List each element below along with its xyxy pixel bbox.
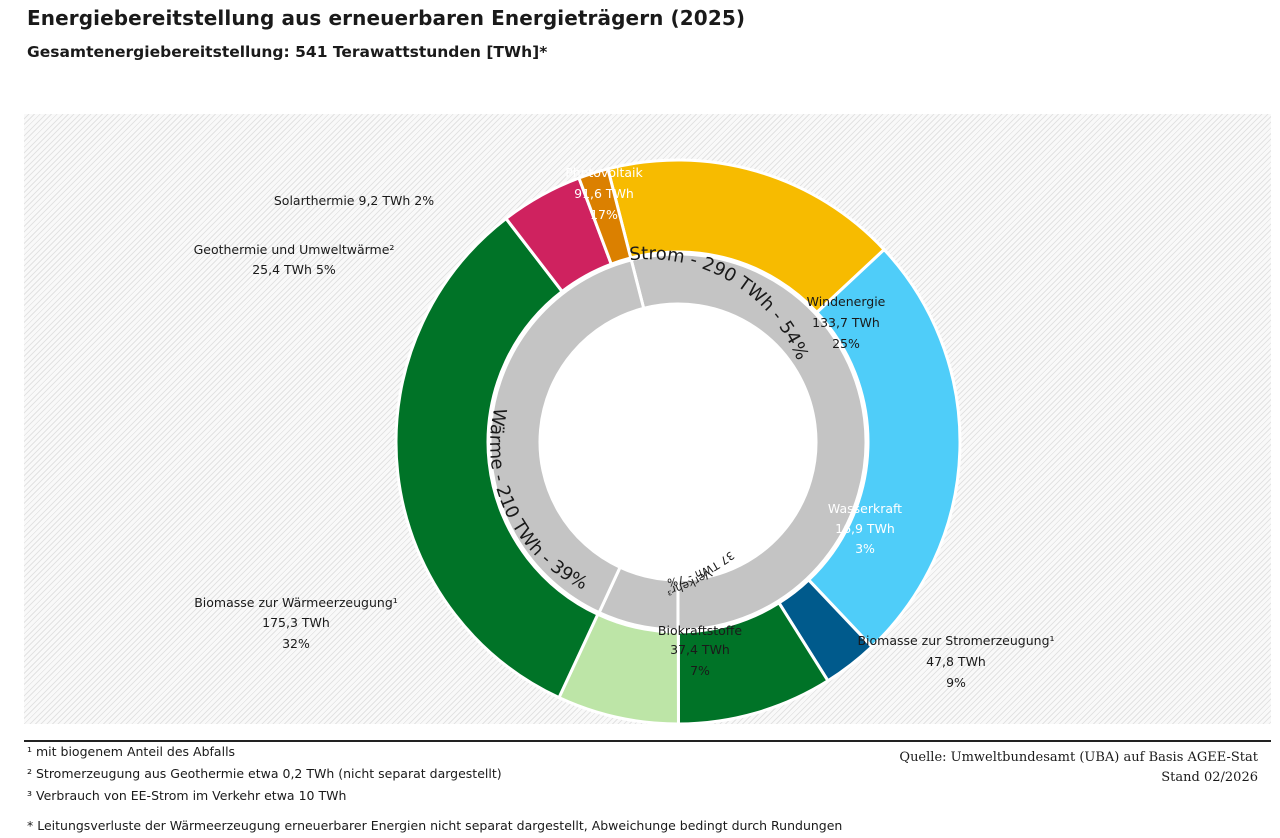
label-biowaerme-name: Biomasse zur Wärmeerzeugung¹ [194,595,398,610]
label-solarthermie: Solarthermie 9,2 TWh 2% [274,193,434,208]
label-wind-value: 133,7 TWh [812,315,880,330]
label-wasser-percent: 3% [855,541,875,556]
source-date: Stand 02/2026 [1161,770,1258,785]
label-photovoltaik-name: Photovoltaik [565,165,643,180]
donut-center [541,305,815,579]
slice-solarthermie [577,167,633,266]
footnote-3: ³ Verbrauch von EE-Strom im Verkehr etwa… [27,788,347,803]
label-geothermie-percent: 5% [316,262,336,277]
footnote-2: ² Stromerzeugung aus Geothermie etwa 0,2… [27,766,502,781]
chart-subtitle: Gesamtenergiebereitstellung: 541 Terawat… [27,43,548,61]
footnote-1: ¹ mit biogenem Anteil des Abfalls [27,744,236,759]
label-biostrom-value: 47,8 TWh [926,654,986,669]
label-biostrom-percent: 9% [946,675,966,690]
label-solarthermie-percent: 2% [414,193,434,208]
label-biokraft-value: 37,4 TWh [670,642,730,657]
label-photovoltaik-percent: 17% [590,207,618,222]
label-biokraft-percent: 7% [690,663,710,678]
label-solarthermie-name: Solarthermie [274,193,355,208]
slice-windenergie [807,248,962,649]
chart-area: Photovoltaik 91,6 TWh 17% Windenergie 13… [24,114,1271,724]
label-biowaerme-value: 175,3 TWh [262,615,330,630]
source-line: Quelle: Umweltbundesamt (UBA) auf Basis … [899,750,1258,765]
label-biokraft-name: Biokraftstoffe [658,623,742,638]
slice-biomasse-zur-stromerzeugung [676,601,830,724]
label-solarthermie-value: 9,2 TWh [359,193,411,208]
footer-divider [24,740,1271,742]
donut-chart: Photovoltaik 91,6 TWh 17% Windenergie 13… [194,158,1055,724]
inner-ring [488,252,868,632]
outer-ring [394,158,962,724]
label-wasser-value: 16,9 TWh [835,521,895,536]
label-biostrom-name: Biomasse zur Stromerzeugung¹ [857,633,1054,648]
footnote-4: * Leitungsverluste der Wärmeerzeugung er… [27,818,843,833]
source-note: Quelle: Umweltbundesamt (UBA) auf Basis … [899,748,1258,788]
slice-biomasse-zur-w-rmeerzeugung [394,217,600,700]
inner-slice-w-rme [488,258,646,615]
label-wind-percent: 25% [832,336,860,351]
label-geothermie-value: 25,4 TWh [252,262,312,277]
label-geothermie-values: 25,4 TWh 5% [252,262,336,277]
inner-slice-strom [629,252,868,632]
label-geothermie-name: Geothermie und Umweltwärme² [194,242,395,257]
chart-title: Energiebereitstellung aus erneuerbaren E… [27,6,746,30]
label-wasser-name: Wasserkraft [828,501,902,516]
label-photovoltaik-value: 91,6 TWh [574,186,634,201]
label-wind-name: Windenergie [807,294,886,309]
label-biowaerme-percent: 32% [282,636,310,651]
